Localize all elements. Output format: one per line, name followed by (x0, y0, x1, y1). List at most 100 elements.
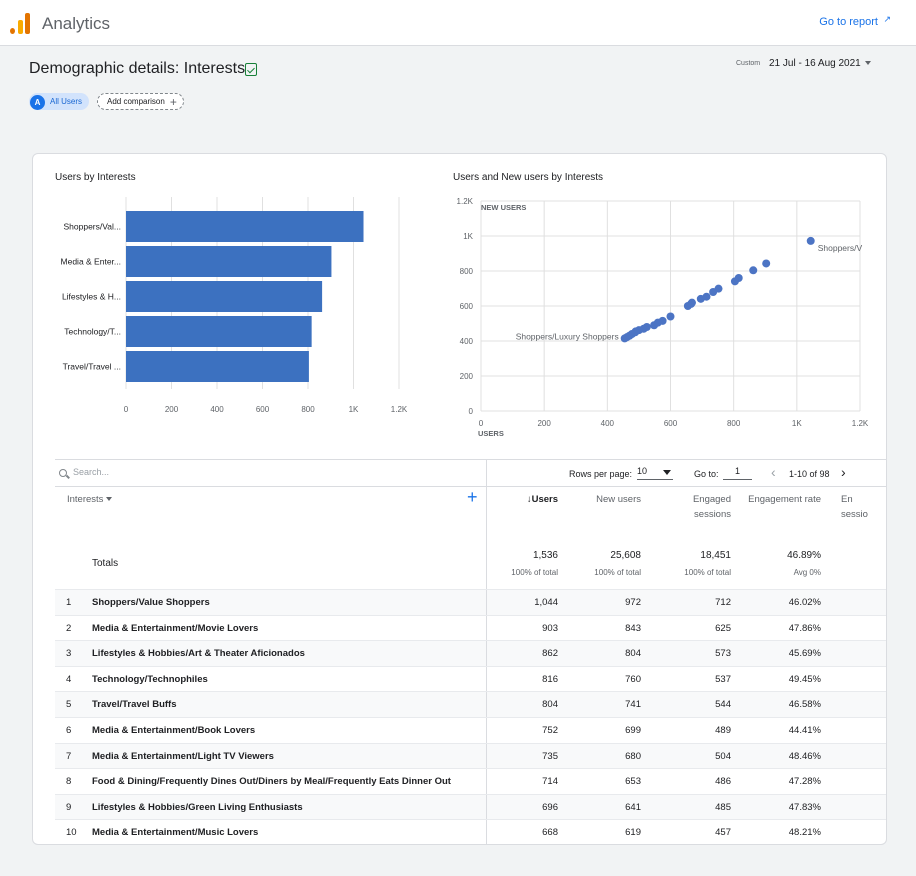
segment-avatar: A (30, 94, 45, 110)
row-interest[interactable]: Technology/Technophiles (92, 673, 208, 685)
row-engaged-sessions: 457 (715, 827, 731, 839)
app-title: Analytics (42, 14, 111, 33)
row-interest[interactable]: Media & Entertainment/Movie Lovers (92, 622, 259, 634)
col-users[interactable]: ↓Users (526, 494, 558, 505)
table-row[interactable]: 2 Media & Entertainment/Movie Lovers 903… (55, 614, 886, 641)
row-interest[interactable]: Media & Entertainment/Book Lovers (92, 724, 256, 736)
scatter-point (709, 288, 718, 296)
row-interest[interactable]: Lifestyles & Hobbies/Art & Theater Afici… (92, 648, 305, 660)
col-engaged-per-session[interactable]: En sessio (841, 494, 868, 520)
row-new-users: 760 (625, 673, 641, 685)
row-interest[interactable]: Shoppers/Value Shoppers (92, 597, 210, 608)
table-row[interactable]: 10 Media & Entertainment/Music Lovers 66… (55, 819, 886, 844)
previous-page-icon[interactable]: ‹ (771, 464, 776, 480)
table-row[interactable]: 5 Travel/Travel Buffs 804 741 544 46.58% (55, 691, 886, 717)
row-interest[interactable]: Media & Entertainment/Light TV Viewers (92, 750, 274, 762)
row-engagement-rate: 45.69% (788, 648, 821, 660)
row-new-users: 680 (625, 750, 641, 762)
total-engagement-rate: 46.89% (787, 550, 821, 561)
row-interest[interactable]: Travel/Travel Buffs (92, 699, 177, 711)
row-new-users: 741 (625, 699, 641, 711)
row-engaged-sessions: 573 (715, 648, 731, 660)
scatter-y-tick-label: 400 (460, 337, 474, 346)
scatter-point (806, 236, 815, 245)
bar-x-tick-label: 800 (301, 405, 315, 414)
table-row[interactable]: 3 Lifestyles & Hobbies/Art & Theater Afi… (55, 640, 886, 666)
row-index: 6 (66, 724, 72, 736)
bar-x-tick-label: 200 (165, 405, 179, 414)
row-index: 3 (66, 648, 72, 660)
total-users-sub: 100% of total (511, 568, 558, 577)
row-interest[interactable]: Media & Entertainment/Music Lovers (92, 827, 259, 839)
users-by-interests-bar-chart: 0 200 400 600 800 1K 1.2K Shoppers/Val... Media … (61, 197, 408, 414)
add-comparison-button[interactable]: Add comparison + (97, 93, 184, 110)
scatter-annotation-label: Shoppers/Luxury Shoppers (516, 331, 619, 341)
scatter-x-tick-label: 800 (727, 419, 741, 428)
verified-check-icon[interactable] (245, 63, 257, 76)
add-dimension-icon[interactable]: + (467, 487, 478, 507)
users-new-users-scatter-chart: 0 200 400 600 800 1K 1.2K 0 200 400 600 800 1K 1.2K NE… (457, 197, 869, 438)
scatter-y-tick-label: 200 (460, 372, 474, 381)
table-row[interactable]: 6 Media & Entertainment/Book Lovers 752 … (55, 716, 886, 743)
scatter-y-axis-label: NEW USERS (481, 203, 526, 212)
row-index: 9 (66, 801, 72, 813)
bar-x-tick-label: 400 (210, 405, 224, 414)
col-users-label: Users (531, 494, 558, 505)
row-engagement-rate: 48.46% (788, 750, 821, 762)
add-comparison-label: Add comparison (107, 97, 165, 106)
rows-per-page-label: Rows per page: (569, 469, 633, 479)
scatter-x-tick-label: 400 (601, 419, 615, 428)
dimension-selector[interactable]: Interests (67, 494, 113, 505)
analytics-logo-icon[interactable] (10, 12, 32, 34)
search-input[interactable] (73, 467, 273, 477)
next-page-icon[interactable]: › (841, 464, 846, 480)
scatter-annotation-label: Shoppers/V (818, 243, 863, 253)
row-new-users: 843 (625, 622, 641, 634)
row-new-users: 641 (625, 801, 641, 813)
row-engagement-rate: 46.02% (788, 597, 821, 608)
row-users: 804 (542, 699, 558, 711)
row-interest[interactable]: Food & Dining/Frequently Dines Out/Diner… (92, 776, 451, 788)
rows-per-page-select[interactable]: 10 (637, 466, 673, 480)
report-card: Users by Interests Users and New users b… (32, 153, 887, 845)
scatter-point (650, 321, 659, 330)
row-interest[interactable]: Lifestyles & Hobbies/Green Living Enthus… (92, 801, 303, 813)
dimension-header-label: Interests (67, 494, 104, 505)
row-new-users: 972 (625, 597, 641, 608)
total-engaged-sessions-sub: 100% of total (684, 568, 731, 577)
date-dropdown-icon[interactable] (865, 61, 871, 65)
bar (126, 246, 332, 277)
col-engagement-rate[interactable]: Engagement rate (748, 494, 821, 505)
table-toolbar: Rows per page: 10 Go to: 1 ‹ 1-10 of 98 … (55, 459, 886, 488)
row-users: 668 (542, 827, 558, 839)
go-to-report-link[interactable]: Go to report (819, 16, 878, 28)
row-new-users: 699 (625, 724, 641, 736)
bar-category-label: Travel/Travel ... (63, 362, 121, 372)
total-engaged-sessions: 18,451 (700, 550, 731, 561)
table-row[interactable]: 8 Food & Dining/Frequently Dines Out/Din… (55, 768, 886, 794)
scatter-point (730, 277, 739, 286)
total-users: 1,536 (532, 550, 558, 561)
table-row[interactable]: 9 Lifestyles & Hobbies/Green Living Enth… (55, 793, 886, 820)
date-range-picker[interactable]: 21 Jul - 16 Aug 2021 (769, 58, 861, 69)
segment-chip-all-users[interactable]: A All Users (29, 93, 90, 110)
row-new-users: 804 (625, 648, 641, 660)
row-users: 735 (542, 750, 558, 762)
row-engagement-rate: 47.83% (788, 801, 821, 813)
goto-page-input[interactable]: 1 (723, 465, 752, 480)
segment-label: All Users (50, 97, 83, 106)
external-link-icon[interactable]: ↗ (883, 14, 891, 24)
row-index: 2 (66, 622, 72, 634)
col-engaged-sessions[interactable]: Engaged sessions (692, 494, 731, 520)
col-new-users[interactable]: New users (596, 494, 641, 505)
bar-category-label: Technology/T... (64, 327, 121, 337)
table-row[interactable]: 7 Media & Entertainment/Light TV Viewers… (55, 742, 886, 769)
row-index: 5 (66, 699, 72, 711)
row-users: 903 (542, 622, 558, 634)
row-engaged-sessions: 625 (715, 622, 731, 634)
table-row[interactable]: 1 Shoppers/Value Shoppers 1,044 972 712 … (55, 589, 886, 615)
table-row[interactable]: 4 Technology/Technophiles 816 760 537 49… (55, 665, 886, 692)
table-body: 1 Shoppers/Value Shoppers 1,044 972 712 … (55, 589, 886, 844)
totals-label: Totals (92, 558, 119, 569)
row-engaged-sessions: 485 (715, 801, 731, 813)
